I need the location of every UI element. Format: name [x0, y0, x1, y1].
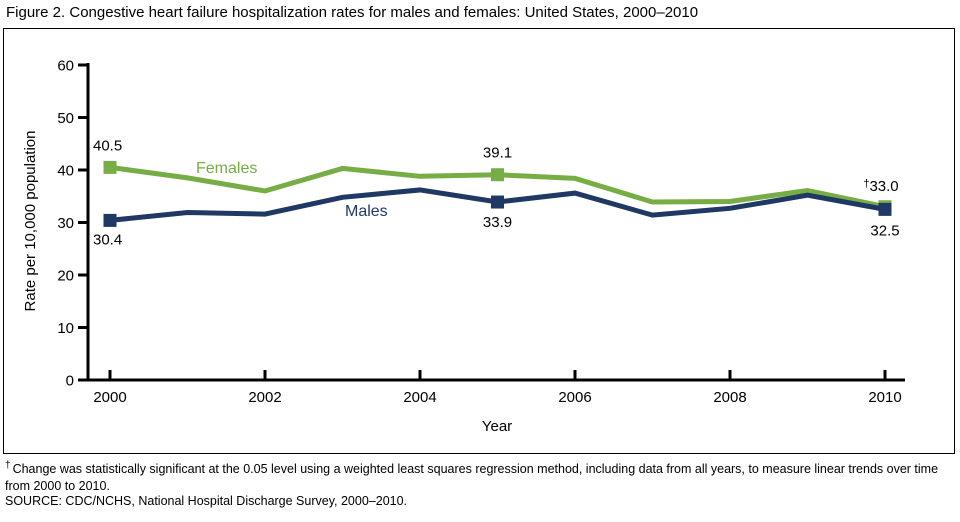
source-note: SOURCE: CDC/NCHS, National Hospital Disc… — [5, 494, 408, 508]
males-marker-2005 — [491, 195, 504, 209]
y-tick-label: 20 — [57, 268, 74, 285]
females-marker-2005 — [491, 168, 504, 182]
x-tick-label: 2010 — [868, 389, 901, 406]
x-tick-label: 2004 — [403, 389, 436, 406]
x-axis-title: Year — [482, 418, 512, 435]
figure-title: Figure 2. Congestive heart failure hospi… — [6, 4, 699, 21]
x-tick-label: 2002 — [248, 389, 281, 406]
y-tick-label: 50 — [57, 110, 74, 127]
males-value-label-2000: 30.4 — [93, 231, 122, 248]
x-tick-label: 2008 — [713, 389, 746, 406]
y-tick-label: 10 — [57, 320, 74, 337]
x-tick-label: 2006 — [558, 389, 591, 406]
line-chart: 0 10 20 30 40 50 60 2000 2002 2004 2006 2008 2010 Rat… — [22, 58, 905, 435]
x-tick-label: 2000 — [93, 389, 126, 406]
chart-frame: 0 10 20 30 40 50 60 2000 2002 2004 2006 2008 2010 Rat… — [3, 28, 955, 454]
males-value-label-2005: 33.9 — [483, 214, 512, 231]
y-axis-title: Rate per 10,000 population — [22, 131, 39, 312]
dagger-symbol: † — [5, 460, 11, 471]
males-value-label-2010: 32.5 — [870, 222, 899, 239]
males-series-label: Males — [345, 203, 388, 220]
y-tick-label: 30 — [57, 215, 74, 232]
y-tick-label: 40 — [57, 163, 74, 180]
males-marker-2000 — [103, 213, 117, 227]
males-marker-2010 — [878, 202, 892, 216]
females-value-label-2005: 39.1 — [483, 145, 512, 162]
females-series-label: Females — [196, 160, 257, 177]
footnote: † Change was statistically significant at… — [5, 459, 955, 494]
footnote-text: Change was statistically significant at … — [5, 462, 939, 493]
y-tick-label: 60 — [57, 58, 74, 75]
females-value-label-2010: †33.0 — [863, 178, 898, 195]
females-marker-2000 — [103, 160, 117, 174]
y-tick-label: 0 — [66, 373, 74, 390]
females-value-label-2000: 40.5 — [93, 137, 122, 154]
